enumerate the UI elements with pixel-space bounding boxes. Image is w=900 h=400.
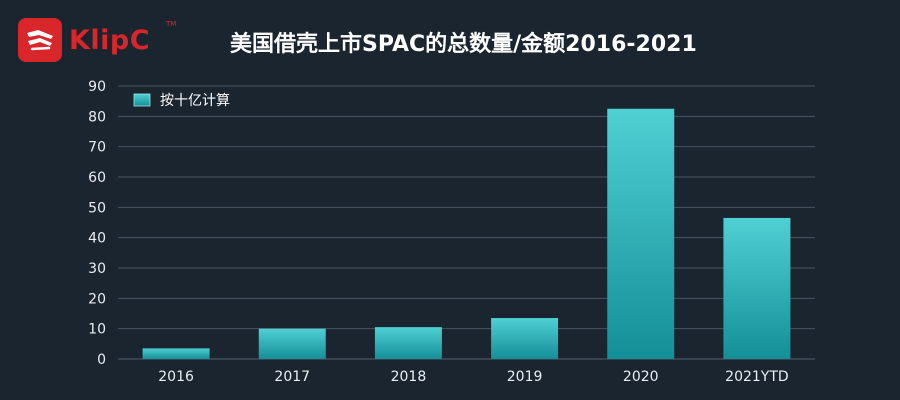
legend: 按十亿计算: [133, 93, 230, 109]
x-tick-label: 2016: [158, 369, 194, 385]
x-tick-label: 2019: [507, 369, 543, 385]
legend-swatch: [133, 93, 151, 107]
y-tick-label: 20: [88, 291, 106, 307]
bar-2020: [607, 108, 675, 359]
chart-title: 美国借壳上市SPAC的总数量/金额2016-2021: [230, 32, 697, 57]
brand-trademark: TM: [166, 20, 177, 28]
bar-2018: [374, 327, 442, 359]
legend-label: 按十亿计算: [160, 93, 230, 109]
x-tick-label: 2018: [391, 369, 427, 385]
x-tick-label: 2020: [623, 369, 659, 385]
x-tick-label: 2021YTD: [725, 369, 789, 385]
bar-2021YTD: [723, 217, 791, 359]
logo-mark-icon: [18, 18, 62, 62]
grid-lines: [118, 85, 815, 360]
bar-2019: [491, 318, 559, 359]
y-tick-label: 90: [88, 79, 106, 95]
y-tick-label: 80: [88, 109, 106, 125]
brand-logo: KlipC TM: [18, 18, 176, 62]
y-tick-label: 30: [88, 261, 106, 277]
y-tick-label: 40: [88, 231, 106, 247]
y-tick-label: 70: [88, 140, 106, 156]
y-tick-label: 10: [88, 322, 106, 338]
y-tick-label: 0: [97, 352, 106, 368]
y-axis-ticks: 0 10 20 30 40 50 60 70 80 90: [88, 79, 106, 368]
bar-2016: [142, 348, 210, 359]
y-tick-label: 60: [88, 170, 106, 186]
x-axis-ticks: 2016 2017 2018 2019 2020 2021YTD: [158, 369, 788, 385]
y-tick-label: 50: [88, 200, 106, 216]
x-tick-label: 2017: [274, 369, 310, 385]
brand-name: KlipC: [69, 24, 151, 56]
bars: [142, 108, 791, 359]
bar-2017: [258, 328, 326, 359]
